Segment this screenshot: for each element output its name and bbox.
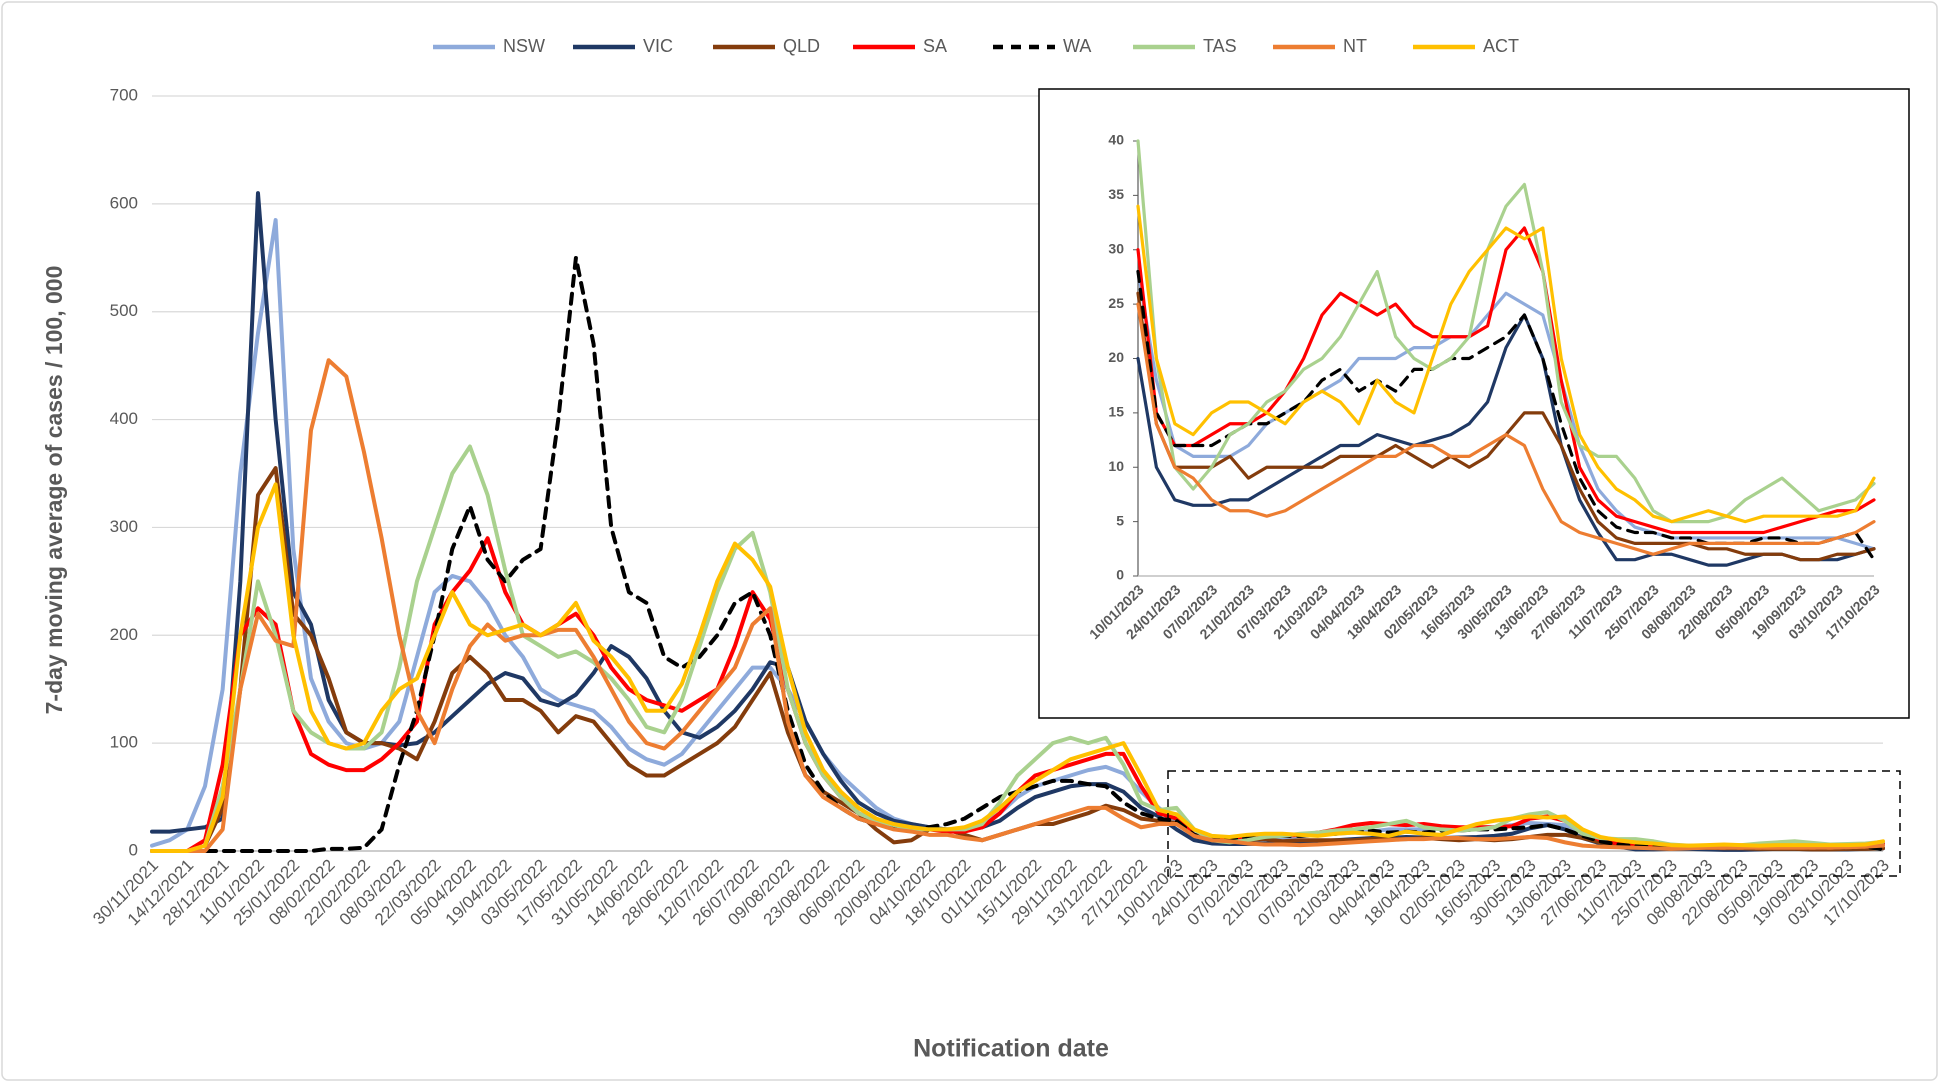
y-tick-label: 600 [110,193,138,212]
y-tick-label: 700 [110,85,138,104]
legend-label: WA [1063,36,1091,56]
series-line [1136,313,1876,567]
series-line [150,482,1885,853]
y-tick-label: 0 [129,840,138,859]
y-tick-label: 35 [1108,186,1124,202]
series-line [150,358,1885,853]
y-tick-label: 20 [1108,349,1124,365]
series-line [1136,204,1876,524]
series-line [1136,226,1876,535]
legend-label: QLD [783,36,820,56]
legend-label: NT [1343,36,1367,56]
y-tick-label: 0 [1116,567,1124,583]
inset-frame [1038,88,1910,719]
y-axis-title: 7-day moving average of cases / 100, 000 [41,266,67,715]
legend-label: SA [923,36,947,56]
y-tick-label: 200 [110,625,138,644]
legend-label: VIC [643,36,673,56]
series-line [1136,269,1876,551]
series-line [1136,269,1876,562]
y-tick-label: 30 [1108,240,1124,256]
y-tick-label: 15 [1108,404,1124,420]
y-tick-label: 25 [1108,295,1124,311]
y-tick-label: 500 [110,301,138,320]
y-tick-label: 10 [1108,458,1124,474]
y-tick-label: 40 [1108,132,1124,148]
y-tick-label: 300 [110,517,138,536]
series-line [1136,302,1876,556]
y-tick-label: 5 [1116,512,1124,528]
x-axis-title: Notification date [913,1035,1109,1063]
zoom-region [1167,770,1901,877]
legend-label: NSW [503,36,545,56]
y-tick-label: 400 [110,409,138,428]
legend-label: TAS [1203,36,1237,56]
y-tick-label: 100 [110,733,138,752]
legend-label: ACT [1483,36,1519,56]
